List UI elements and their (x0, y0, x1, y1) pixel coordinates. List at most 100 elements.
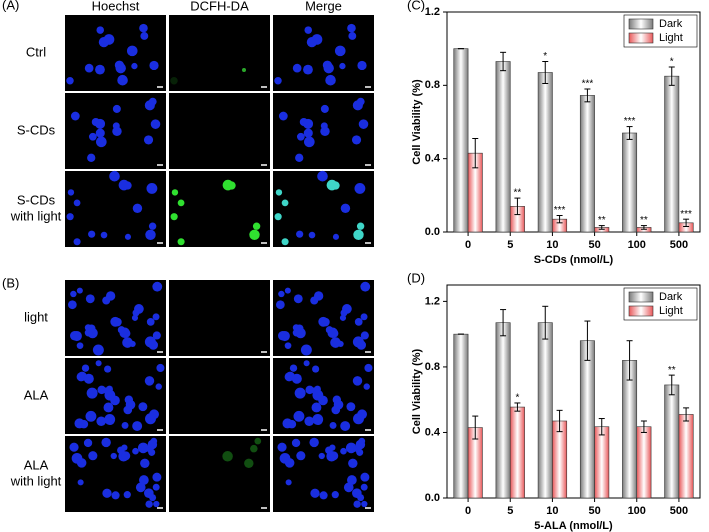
nucleus (113, 317, 122, 327)
nucleus (126, 45, 138, 57)
error-bar (542, 61, 549, 84)
nucleus (354, 318, 363, 326)
nucleus (294, 387, 306, 399)
legend-label: Light (659, 305, 683, 317)
nucleus (311, 34, 323, 45)
significance: ** (598, 215, 606, 226)
nucleus (95, 64, 105, 75)
fluorescence (171, 189, 179, 196)
nucleus (96, 136, 107, 148)
fluorescence (252, 222, 261, 230)
fluorescence (242, 68, 246, 72)
nucleus (303, 118, 314, 129)
error-bar (542, 305, 549, 340)
bar (579, 340, 595, 499)
bar (537, 322, 553, 499)
nucleus (340, 203, 351, 214)
nucleus (358, 119, 369, 129)
x-tick-label: 0 (465, 505, 471, 517)
nucleus (313, 416, 323, 425)
significance: * (670, 57, 674, 68)
nucleus (71, 452, 83, 464)
nucleus (312, 389, 324, 401)
nucleus (340, 421, 351, 432)
significance: *** (582, 79, 594, 90)
nucleus (124, 233, 132, 240)
nucleus (357, 494, 365, 502)
nucleus (319, 491, 328, 500)
nucleus (363, 383, 370, 390)
bar (495, 61, 511, 233)
nucleus (155, 383, 162, 390)
nucleus (314, 385, 321, 393)
nucleus (291, 438, 301, 448)
nucleus (279, 330, 290, 342)
nucleus (354, 182, 366, 194)
nucleus (346, 402, 356, 412)
fluorescence (170, 213, 178, 221)
nucleus (360, 472, 370, 482)
nucleus (311, 402, 322, 413)
panel-label: (A) (2, 0, 19, 12)
nucleus (139, 475, 149, 485)
nucleus (152, 331, 161, 340)
column-header: DCFH-DA (190, 0, 249, 13)
nucleus (81, 364, 90, 372)
fluorescence (177, 199, 185, 207)
nucleus (149, 60, 159, 71)
nucleus (132, 203, 143, 214)
nucleus (121, 421, 129, 429)
panel-label: (C) (407, 0, 425, 12)
x-tick-label: 10 (546, 239, 558, 251)
legend-swatch (628, 305, 654, 317)
significance: *** (624, 116, 636, 127)
nucleus (323, 62, 334, 74)
nucleus (143, 135, 154, 145)
column-header: Merge (305, 0, 342, 13)
x-tick-label: 5 (507, 239, 513, 251)
row-label: ALA (24, 457, 49, 472)
error-bar (598, 418, 605, 436)
nucleus (356, 448, 364, 456)
nucleus (76, 342, 84, 349)
nucleus (84, 63, 94, 73)
row-label: with light (10, 473, 62, 488)
nucleus (360, 281, 371, 292)
nucleus (88, 451, 98, 461)
nucleus (343, 482, 354, 493)
micrograph (169, 436, 270, 512)
nucleus (334, 45, 346, 57)
nucleus (144, 100, 155, 111)
nucleus (123, 491, 131, 499)
fluorescence (177, 238, 185, 246)
nucleus (148, 222, 157, 230)
x-tick-label: 0 (465, 239, 471, 251)
nucleus (282, 418, 293, 429)
nucleus (146, 182, 158, 194)
micrograph (169, 15, 270, 91)
significance: *** (680, 209, 692, 220)
error-bar (472, 415, 479, 440)
nucleus (332, 233, 340, 240)
column-header: Hoechst (92, 0, 140, 13)
micrograph (273, 15, 374, 91)
bar (495, 322, 511, 499)
y-tick-label: 0.0 (425, 492, 440, 504)
plot-frame (446, 11, 701, 233)
nucleus (152, 313, 160, 321)
error-bar (514, 402, 521, 412)
row-label: Ctrl (26, 44, 46, 59)
nucleus (284, 342, 292, 349)
fluorescence (244, 458, 254, 469)
nucleus (348, 458, 358, 469)
y-tick-label: 0.4 (425, 153, 441, 165)
bar (594, 426, 610, 499)
nucleus (364, 363, 373, 372)
fluorescence (170, 77, 178, 85)
nucleus (74, 418, 85, 429)
x-tick-label: 500 (670, 239, 688, 251)
nucleus (132, 447, 139, 455)
bar (537, 72, 553, 233)
nucleus (156, 363, 165, 372)
